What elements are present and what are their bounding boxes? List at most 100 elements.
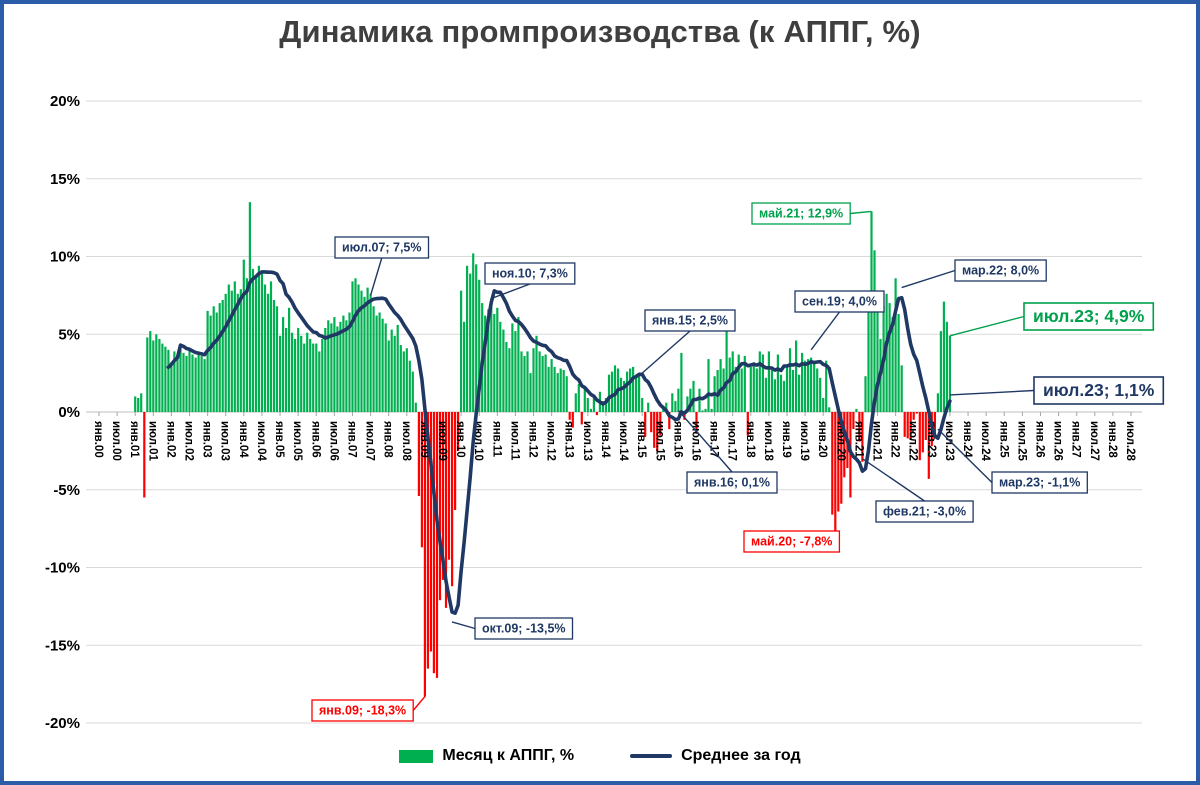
bar [309, 338, 312, 412]
x-tick-label: янв.02 [164, 421, 176, 458]
bar [435, 412, 439, 678]
bar [457, 412, 460, 451]
bar [758, 351, 761, 412]
bar [158, 338, 161, 412]
x-tick-label: янв.08 [382, 421, 394, 458]
bar [185, 356, 188, 412]
bar [279, 335, 282, 412]
bar [288, 307, 291, 412]
bar [586, 398, 589, 412]
annotation-leader [810, 311, 841, 351]
bar [248, 202, 251, 412]
bar [254, 275, 257, 412]
bar [936, 393, 939, 412]
x-tick-label: июл.15 [653, 421, 665, 462]
bar [520, 351, 523, 412]
legend: Месяц к АППГ, % Среднее за год [4, 747, 1196, 765]
annotation-leader [949, 315, 1025, 337]
bar [656, 412, 659, 451]
bar [285, 328, 288, 412]
bar [339, 321, 342, 412]
annotation-box [875, 500, 974, 523]
bar [728, 357, 731, 412]
average-line [166, 270, 952, 616]
annotation-label: июл.07; 7,5% [342, 241, 422, 255]
bar [224, 293, 227, 412]
bar [487, 309, 490, 412]
bar [638, 373, 641, 412]
bar [921, 412, 924, 453]
bar [297, 328, 300, 412]
bar [589, 408, 592, 412]
x-tick-label: июл.21 [871, 421, 883, 462]
bar [791, 370, 795, 412]
annotation-leader [937, 428, 993, 483]
bar [444, 412, 448, 608]
bar [568, 412, 571, 420]
annotation-label: мар.22; 8,0% [962, 264, 1039, 278]
bar [749, 366, 752, 412]
bar [641, 398, 644, 412]
bar [369, 293, 372, 412]
bar [629, 368, 632, 412]
x-tick-label: июл.27 [1088, 421, 1100, 461]
line-swatch [630, 754, 673, 758]
x-tick-label: янв.11 [490, 421, 502, 458]
bar [517, 317, 520, 412]
bar [441, 412, 445, 580]
bar [852, 412, 855, 430]
bar [674, 401, 677, 412]
x-tick-label: июл.03 [219, 421, 231, 461]
bar [918, 412, 921, 461]
annotation-leader [677, 409, 733, 473]
bar [867, 293, 870, 412]
bar [701, 410, 704, 412]
bar [761, 354, 764, 412]
annotation-leader [412, 696, 426, 711]
x-tick-label: янв.21 [852, 421, 864, 458]
bar [927, 412, 930, 479]
bar [788, 348, 792, 412]
bar [514, 331, 517, 412]
bar [478, 279, 481, 412]
bar [647, 402, 650, 412]
x-tick-label: янв.28 [1106, 421, 1118, 458]
bar [306, 332, 309, 412]
x-tick-label: янв.15 [635, 421, 647, 458]
bar [795, 340, 798, 412]
annotation-label: янв.15; 2,5% [652, 314, 728, 328]
bar [303, 343, 306, 412]
x-tick-label: янв.14 [599, 421, 611, 458]
annotation-label: июл.23; 4,9% [1033, 306, 1145, 326]
bar [734, 366, 737, 412]
bar [743, 356, 746, 412]
bar [260, 273, 263, 412]
annotation-label: фев.21; -3,0% [883, 505, 966, 519]
bar [939, 331, 942, 412]
annotation-label: ноя.10; 7,3% [492, 267, 568, 281]
bar [333, 317, 336, 412]
x-tick-label: янв.12 [527, 421, 539, 458]
bar [692, 380, 695, 412]
bar [426, 412, 429, 669]
bar [170, 362, 173, 412]
bar [553, 366, 556, 412]
bar [236, 293, 239, 412]
bar [188, 349, 191, 412]
bar [912, 412, 915, 420]
bar [282, 317, 285, 412]
bar [837, 412, 840, 512]
x-tick-label: июл.17 [726, 421, 738, 461]
bar [420, 412, 423, 548]
bar [810, 357, 813, 412]
bar [239, 289, 242, 412]
bar [472, 253, 475, 412]
bar [731, 351, 734, 412]
bar [215, 312, 218, 412]
bar [315, 343, 318, 412]
bar [725, 324, 728, 412]
x-tick-label: янв.13 [563, 421, 575, 458]
bar [562, 370, 565, 412]
bar [363, 296, 366, 412]
x-tick-label: июл.28 [1124, 421, 1136, 462]
